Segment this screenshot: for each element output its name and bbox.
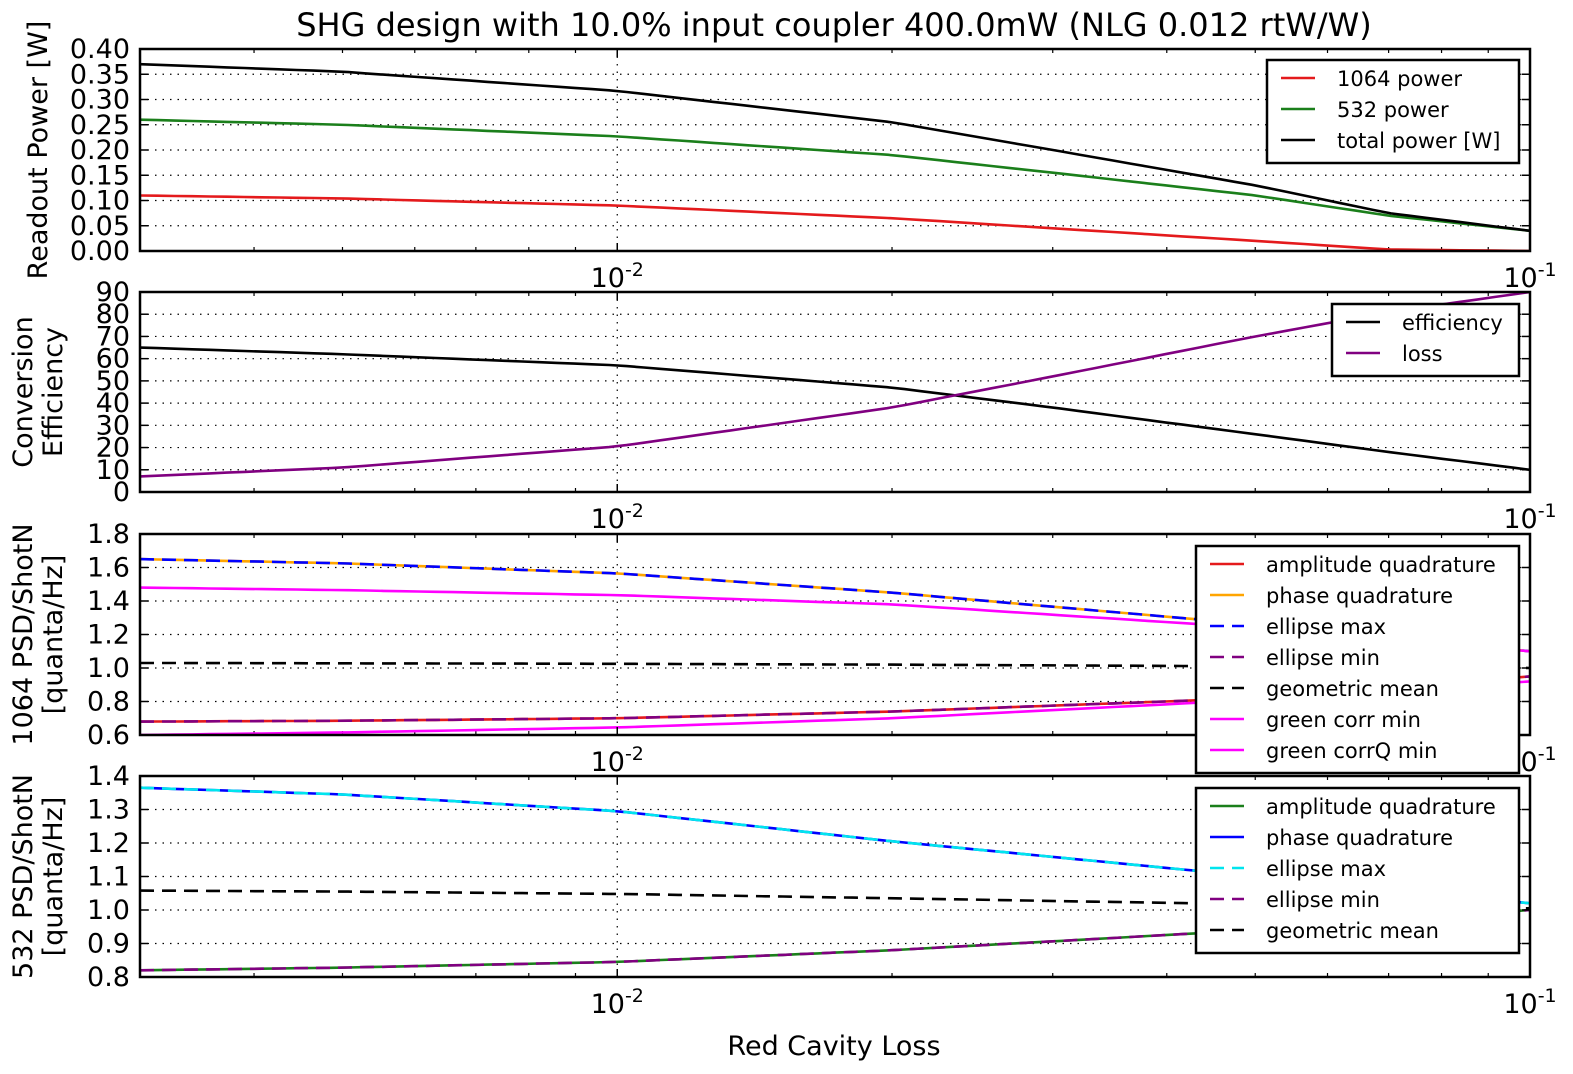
y-tick-label: 50: [96, 366, 130, 397]
series-line-5: [140, 889, 1530, 910]
y-tick-label: 0.8: [87, 962, 130, 993]
y-tick-label: 0.8: [87, 687, 130, 718]
series-group: [140, 292, 1530, 478]
legend-label: phase quadrature: [1266, 826, 1453, 850]
legend-label: ellipse max: [1266, 857, 1386, 881]
y-tick-label: 1.0: [87, 653, 130, 684]
y-tick-label: 1.2: [87, 828, 130, 859]
legend-box: [1194, 786, 1521, 955]
panel-4: 0.80.91.01.11.21.31.4 10-2 10-1 532 PSD/Sho…: [8, 761, 1557, 1020]
legend-label: phase quadrature: [1266, 584, 1453, 608]
y-tick-label: 0.30: [70, 85, 130, 116]
panels: 0.000.050.100.150.200.250.300.350.40 10-2…: [8, 21, 1557, 1020]
y-tick-label: 0.05: [70, 211, 130, 242]
series-line-2: [140, 292, 1530, 478]
y-tick-label: 0: [113, 477, 130, 508]
y-tick-label: 0.9: [87, 929, 130, 960]
x-tick-label: 10-1: [1503, 985, 1556, 1020]
y-tick-label: 1.0: [87, 895, 130, 926]
legend-label: geometric mean: [1266, 919, 1439, 943]
x-tick-label: 10-2: [591, 259, 644, 294]
x-tick-label: 10-2: [591, 985, 644, 1020]
y-tick-label: 1.4: [87, 761, 130, 792]
y-axis-label: 532 PSD/ShotN: [8, 774, 39, 979]
series-line-5: [140, 661, 1530, 670]
y-tick-label: 70: [96, 321, 130, 352]
y-tick-label: 1.2: [87, 620, 130, 651]
x-tick-label: 10-2: [591, 743, 644, 778]
y-tick-label: 0.6: [87, 720, 130, 751]
x-tick-label: 10-1: [1503, 259, 1556, 294]
legend-box: [1330, 302, 1521, 378]
y-tick-label: 0.10: [70, 186, 130, 217]
y-axis-label: Conversion: [8, 316, 39, 467]
y-tick-label: 0.35: [70, 59, 130, 90]
y-tick-label: 1.8: [87, 519, 130, 550]
y-axis-label: Efficiency: [38, 327, 69, 457]
y-axis-label: 1064 PSD/ShotN: [8, 523, 39, 745]
y-tick-label: 60: [96, 344, 130, 375]
legend-box: [1194, 544, 1521, 775]
legend-label: green corr min: [1266, 708, 1421, 732]
y-tick-label: 0.20: [70, 135, 130, 166]
y-axis-label: [quanta/Hz]: [38, 555, 69, 715]
series-line-2: [140, 118, 1530, 233]
y-tick-label: 1.4: [87, 586, 130, 617]
figure-title: SHG design with 10.0% input coupler 400.…: [296, 6, 1372, 44]
legend: efficiency loss: [1330, 302, 1521, 378]
legend-label: ellipse min: [1266, 646, 1380, 670]
y-tick-label: 40: [96, 388, 130, 419]
legend-label: loss: [1402, 342, 1443, 366]
y-tick-label: 10: [96, 455, 130, 486]
y-tick-label: 1.6: [87, 553, 130, 584]
y-tick-label: 90: [96, 277, 130, 308]
x-tick-label: 10-1: [1503, 500, 1556, 535]
legend-label: green corrQ min: [1266, 739, 1437, 763]
y-axis-label: Readout Power [W]: [23, 21, 54, 280]
y-tick-label: 80: [96, 299, 130, 330]
panel-1: 0.000.050.100.150.200.250.300.350.40 10-2…: [23, 21, 1557, 294]
y-tick-label: 0.25: [70, 110, 130, 141]
y-tick-label: 0.40: [70, 34, 130, 65]
series-line-1: [140, 194, 1530, 251]
y-tick-label: 30: [96, 410, 130, 441]
legend-label: ellipse max: [1266, 615, 1386, 639]
legend-label: efficiency: [1402, 311, 1503, 335]
legend-label: 532 power: [1337, 98, 1449, 122]
series-line-3: [140, 62, 1530, 233]
y-axis-label: [quanta/Hz]: [38, 797, 69, 957]
x-axis-label: Red Cavity Loss: [727, 1031, 940, 1062]
series-line-4: [140, 675, 1530, 723]
series-line-3: [140, 557, 1530, 653]
legend-label: geometric mean: [1266, 677, 1439, 701]
legend-label: amplitude quadrature: [1266, 553, 1496, 577]
series-group: [140, 62, 1530, 251]
y-tick-label: 1.1: [87, 862, 130, 893]
legend: amplitude quadrature phase quadrature elli…: [1194, 786, 1521, 955]
legend-label: ellipse min: [1266, 888, 1380, 912]
series-line-1: [140, 346, 1530, 472]
legend-label: amplitude quadrature: [1266, 795, 1496, 819]
legend: amplitude quadrature phase quadrature elli…: [1194, 544, 1521, 775]
series-line-4: [140, 908, 1530, 972]
series-line-3: [140, 786, 1530, 905]
y-tick-label: 1.3: [87, 795, 130, 826]
legend-label: 1064 power: [1337, 67, 1462, 91]
y-tick-label: 20: [96, 433, 130, 464]
x-tick-label: 10-2: [591, 500, 644, 535]
y-tick-label: 0.15: [70, 160, 130, 191]
plot-frame: [138, 290, 1532, 494]
y-tick-label: 0.00: [70, 236, 130, 267]
legend: 1064 power 532 power total power [W]: [1265, 58, 1521, 165]
legend-label: total power [W]: [1337, 129, 1500, 153]
